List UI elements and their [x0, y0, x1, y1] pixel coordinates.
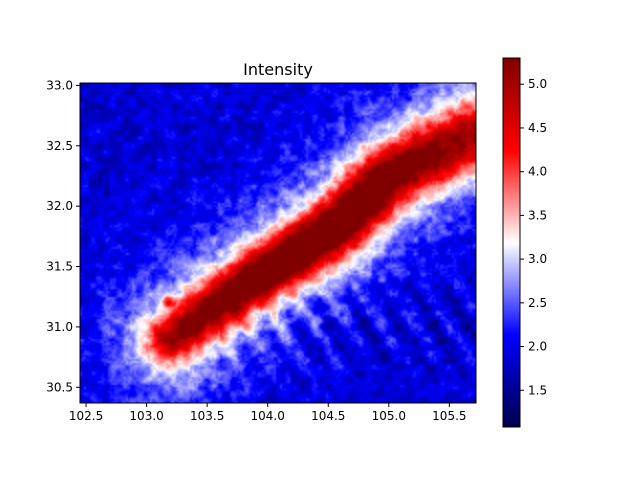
y-tick-label: 32.5	[46, 139, 73, 153]
colorbar-axis: 1.5 2.0 2.5 3.0 3.5 4.0 4.5 5.0	[520, 77, 547, 397]
x-tick-label: 104.0	[251, 409, 285, 423]
colorbar-tick-label: 4.5	[528, 121, 547, 135]
colorbar-tick-label: 3.0	[528, 252, 547, 266]
colorbar-tick-label: 5.0	[528, 77, 547, 91]
colorbar-tick-label: 2.5	[528, 296, 547, 310]
x-tick-label: 103.5	[190, 409, 224, 423]
x-tick-label: 105.5	[432, 409, 466, 423]
colorbar-tick-label: 3.5	[528, 208, 547, 222]
y-tick-label: 31.5	[46, 260, 73, 274]
y-tick-label: 33.0	[46, 78, 73, 92]
colorbar	[502, 57, 521, 428]
x-tick-label: 102.5	[69, 409, 103, 423]
x-axis: 102.5 103.0 103.5 104.0 104.5 105.0 105.5	[69, 403, 467, 423]
x-tick-label: 103.0	[129, 409, 163, 423]
heatmap-area	[80, 83, 476, 403]
colorbar-tick-label: 4.0	[528, 165, 547, 179]
x-tick-label: 104.5	[311, 409, 345, 423]
colorbar-tick-label: 1.5	[528, 383, 547, 397]
y-tick-label: 32.0	[46, 199, 73, 213]
x-tick-label: 105.0	[372, 409, 406, 423]
plot-frame	[79, 82, 477, 404]
y-axis: 30.5 31.0 31.5 32.0 32.5 33.0	[46, 78, 80, 394]
heatmap-image	[80, 83, 476, 403]
chart-title: Intensity	[243, 60, 313, 79]
y-tick-label: 31.0	[46, 320, 73, 334]
colorbar-tick-label: 2.0	[528, 340, 547, 354]
y-tick-label: 30.5	[46, 380, 73, 394]
